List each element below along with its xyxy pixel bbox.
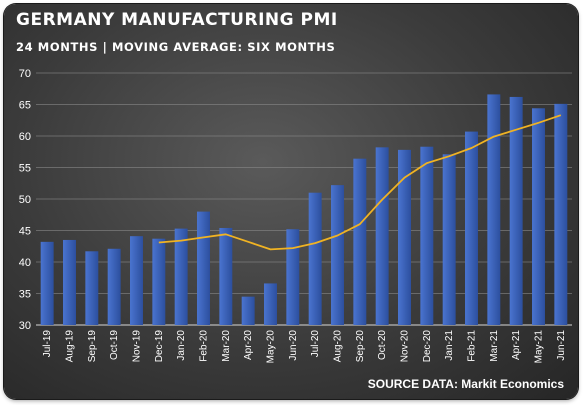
x-tick-label: Feb-20 [199,330,210,362]
x-tick-label: Mar-21 [489,330,500,362]
chart-card: GERMANY MANUFACTURING PMI 24 MONTHS | MO… [4,4,578,399]
bar [152,238,166,325]
x-tick-label: Oct-20 [377,330,388,360]
y-tick-label: 55 [19,163,31,175]
bar [509,96,523,325]
source-note: SOURCE DATA: Markit Economics [367,377,564,391]
bar [353,158,367,325]
x-tick-label: Mar-20 [221,330,232,362]
x-tick-label: Sep-19 [87,330,98,363]
x-tick-label: Apr-20 [243,330,254,360]
bar [375,147,389,325]
bar [286,229,300,325]
x-tick-label: Dec-20 [422,330,433,363]
bar [241,296,255,325]
x-tick-label: Apr-21 [511,330,522,360]
x-tick-label: Aug-19 [65,330,76,363]
x-tick-label: Nov-19 [132,330,143,363]
x-tick-label: Sep-20 [355,330,366,363]
y-tick-label: 45 [19,226,31,238]
bar [63,239,76,325]
y-tick-label: 70 [19,68,31,80]
bar [264,283,277,325]
x-tick-label: Jul-19 [42,330,53,358]
pmi-chart: 30 35 40 45 50 55 60 65 70 Jul-19 Aug-19 Sep-19 Oct-… [19,68,572,364]
x-tick-label: May-21 [534,330,545,364]
bar [465,131,478,325]
y-tick-label: 30 [19,320,31,332]
bar [85,251,99,325]
bar [398,149,411,325]
x-tick-label: Jan-21 [444,330,455,361]
bar [487,94,501,325]
x-tick-label: Nov-20 [400,330,411,363]
y-tick-label: 50 [19,194,31,206]
bar [308,192,322,325]
bar [442,154,456,325]
bar [331,185,344,325]
bar [420,146,434,325]
bar [219,227,233,325]
y-tick-label: 65 [19,100,31,112]
x-tick-label: Dec-19 [154,330,165,363]
x-tick-label: Oct-19 [109,330,120,360]
x-tick-label: Jan-20 [176,330,187,361]
x-tick-label: May-20 [266,330,277,364]
bar [532,108,545,325]
x-tick-label: Jun-21 [556,330,567,361]
chart-title: GERMANY MANUFACTURING PMI [16,10,338,30]
bar [40,241,54,325]
chart-subtitle: 24 MONTHS | MOVING AVERAGE: SIX MONTHS [16,40,336,54]
y-tick-label: 40 [19,257,31,269]
y-tick-label: 60 [19,131,31,143]
moving-average-line [158,114,562,251]
bar [554,103,568,326]
bar [174,228,188,325]
x-tick-label: Aug-20 [333,330,344,363]
bar [197,211,210,325]
x-tick-label: Feb-21 [467,330,478,362]
bar [107,248,121,325]
x-tick-label: Jul-20 [310,330,321,358]
x-tick-label: Jun-20 [288,330,299,361]
y-tick-label: 35 [19,289,31,301]
bar [130,236,143,325]
